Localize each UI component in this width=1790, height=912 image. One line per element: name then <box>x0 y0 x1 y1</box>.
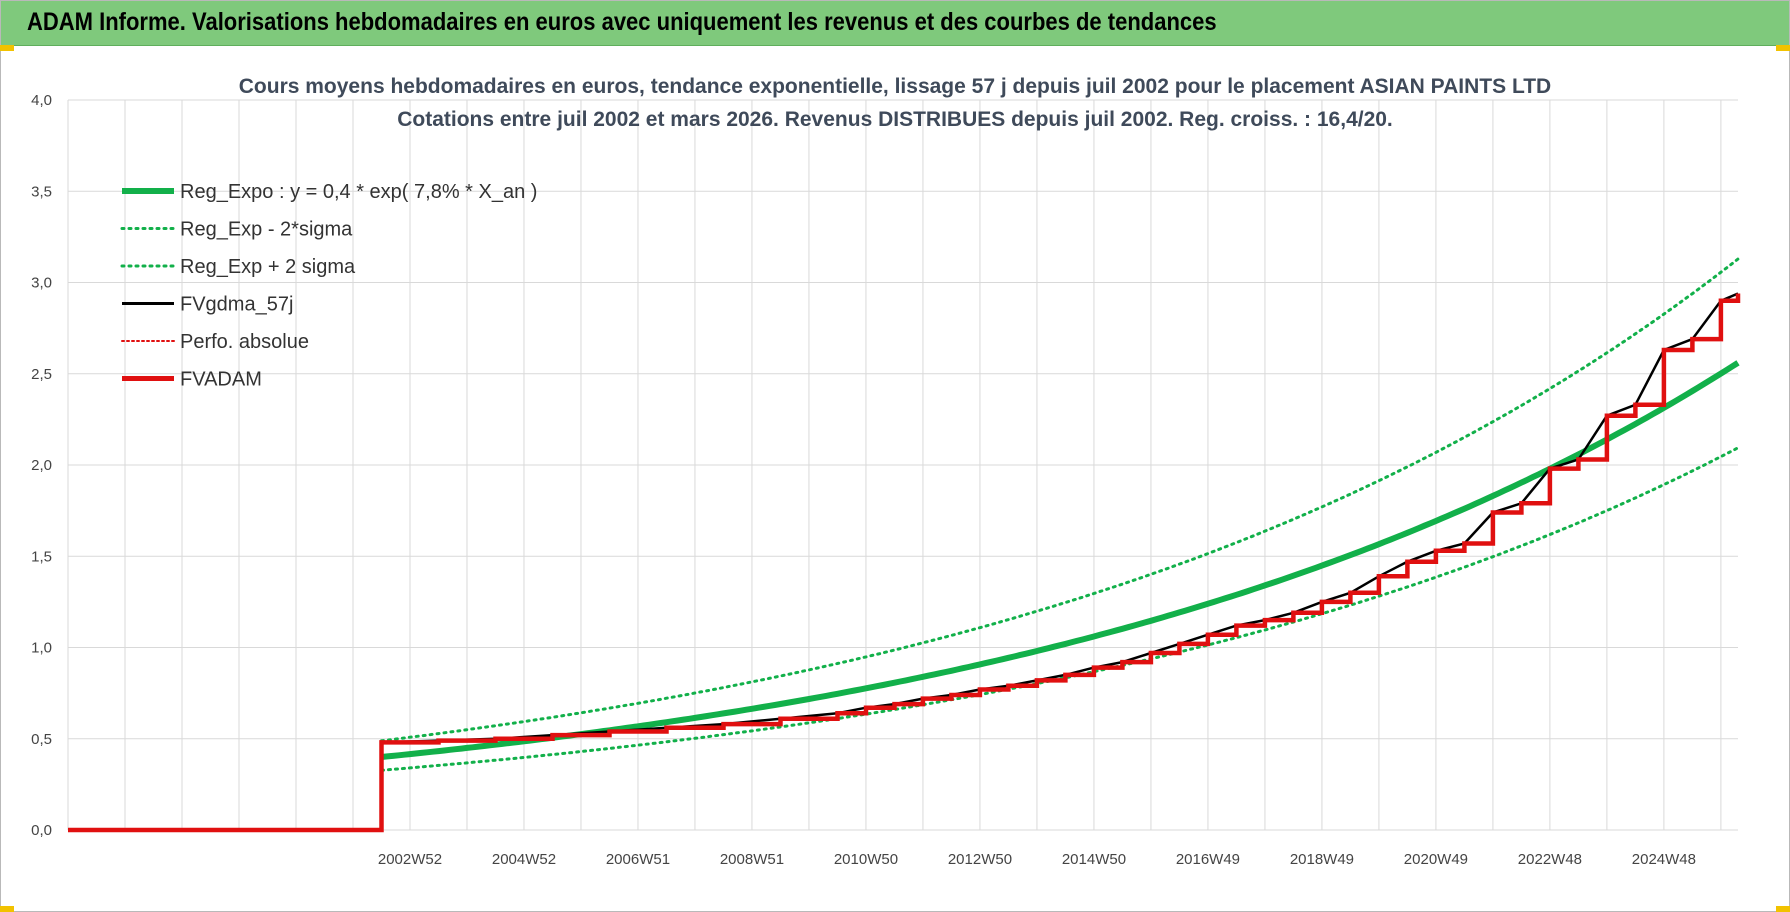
x-tick-label: 2008W51 <box>720 851 784 868</box>
x-tick-label: 2010W50 <box>834 851 898 868</box>
chart-title: Cours moyens hebdomadaires en euros, ten… <box>239 75 1551 131</box>
page-title: ADAM Informe. Valorisations hebdomadaire… <box>27 8 1217 36</box>
x-tick-label: 2024W48 <box>1632 851 1696 868</box>
legend: Reg_Expo : y = 0,4 * exp( 7,8% * X_an ) R… <box>120 181 537 391</box>
series <box>68 257 1741 833</box>
y-tick-label: 1,5 <box>31 548 52 565</box>
grid <box>67 99 1738 831</box>
y-tick-label: 0,5 <box>31 731 52 748</box>
x-axis: 2002W52 2004W52 2006W51 2008W51 2010W50 2012W… <box>378 851 1696 868</box>
x-tick-label: 2004W52 <box>492 851 556 868</box>
y-tick-label: 4,0 <box>31 92 52 109</box>
y-tick-label: 2,5 <box>31 366 52 383</box>
corner-marker <box>1776 45 1790 51</box>
x-tick-label: 2020W49 <box>1404 851 1468 868</box>
y-tick-label: 2,0 <box>31 457 52 474</box>
corner-marker <box>0 906 14 912</box>
x-tick-label: 2018W49 <box>1290 851 1354 868</box>
x-tick-label: 2012W50 <box>948 851 1012 868</box>
corner-marker <box>1776 906 1790 912</box>
series-line-fvadam <box>68 293 1741 833</box>
legend-label: Perfo. absolue <box>180 331 309 353</box>
legend-label: Reg_Exp - 2*sigma <box>180 219 353 241</box>
y-tick-label: 0,0 <box>31 822 52 839</box>
x-tick-label: 2016W49 <box>1176 851 1240 868</box>
series-line-reg-expo <box>381 360 1740 760</box>
y-tick-label: 3,0 <box>31 275 52 292</box>
series-line-reg-minus-2sigma <box>380 446 1740 772</box>
series-line-reg-plus-2sigma <box>380 257 1740 743</box>
legend-label: Reg_Exp + 2 sigma <box>180 256 356 278</box>
legend-label: FVADAM <box>180 369 262 391</box>
x-tick-label: 2014W50 <box>1062 851 1126 868</box>
chart-title-line-1: Cours moyens hebdomadaires en euros, ten… <box>239 75 1551 98</box>
x-tick-label: 2006W51 <box>606 851 670 868</box>
x-tick-label: 2022W48 <box>1518 851 1582 868</box>
y-axis: 0,0 0,5 1,0 1,5 2,0 2,5 3,0 3,5 4,0 <box>31 92 52 839</box>
legend-label: Reg_Expo : y = 0,4 * exp( 7,8% * X_an ) <box>180 181 537 203</box>
corner-marker <box>0 45 14 51</box>
x-tick-label: 2002W52 <box>378 851 442 868</box>
y-tick-label: 3,5 <box>31 183 52 200</box>
header-banner: ADAM Informe. Valorisations hebdomadaire… <box>1 1 1789 46</box>
y-tick-label: 1,0 <box>31 640 52 657</box>
chart-title-line-2: Cotations entre juil 2002 et mars 2026. … <box>397 108 1393 131</box>
legend-label: FVgdma_57j <box>180 294 293 316</box>
